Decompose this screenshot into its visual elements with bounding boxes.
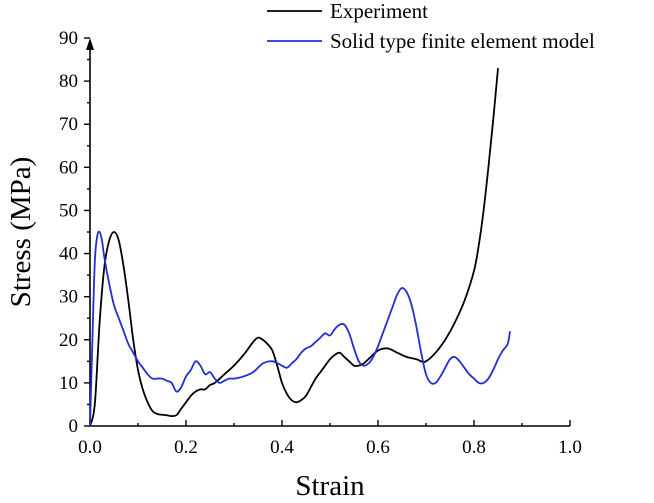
- legend-label-experiment: Experiment: [330, 0, 428, 23]
- series-line-experiment: [89, 68, 499, 427]
- y-tick-label: 50: [59, 200, 78, 221]
- x-ticks: 0.0 0.2 0.4 0.6 0.8 1.0: [78, 420, 582, 458]
- y-tick-label: 20: [59, 330, 78, 351]
- y-tick-label: 0: [69, 416, 79, 437]
- x-tick-label: 0.4: [270, 437, 294, 458]
- y-tick-label: 60: [59, 157, 78, 178]
- x-axis-title: Strain: [295, 470, 365, 502]
- y-ticks: 0 10 20 30 40 50 60 70 80 90: [59, 28, 90, 437]
- y-tick-label: 30: [59, 287, 78, 308]
- y-axis-title: Stress (MPa): [5, 157, 37, 308]
- y-tick-label: 40: [59, 244, 78, 265]
- x-tick-label: 0.0: [78, 437, 102, 458]
- legend-label-fem: Solid type finite element model: [330, 29, 595, 53]
- series-lines: [89, 68, 511, 427]
- x-tick-label: 1.0: [558, 437, 582, 458]
- y-axis-arrow: [86, 38, 94, 50]
- y-tick-label: 80: [59, 71, 78, 92]
- x-tick-label: 0.6: [366, 437, 390, 458]
- x-tick-label: 0.2: [174, 437, 198, 458]
- y-tick-label: 90: [59, 28, 78, 49]
- y-tick-label: 10: [59, 373, 78, 394]
- series-line-fem: [89, 230, 511, 427]
- x-tick-label: 0.8: [462, 437, 486, 458]
- y-tick-label: 70: [59, 114, 78, 135]
- axes: [86, 38, 570, 427]
- legend: Experiment Solid type finite element mod…: [267, 0, 595, 53]
